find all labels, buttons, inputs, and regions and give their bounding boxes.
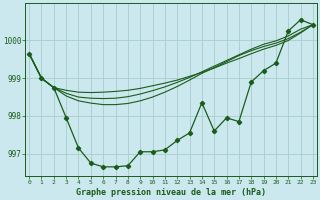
X-axis label: Graphe pression niveau de la mer (hPa): Graphe pression niveau de la mer (hPa) xyxy=(76,188,266,197)
